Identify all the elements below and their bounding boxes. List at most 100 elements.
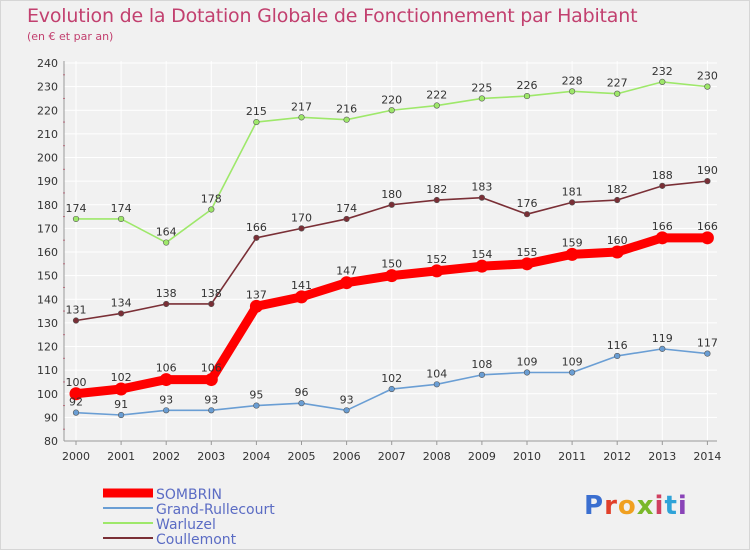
x-tick-label: 2004 xyxy=(242,450,270,463)
chart-title: Evolution de la Dotation Globale de Fonc… xyxy=(27,5,638,27)
legend: SOMBRINGrand-RullecourtWarluzelCoullemon… xyxy=(103,487,275,548)
data-point-coullemont xyxy=(433,196,440,204)
data-point-grand-rullecourt xyxy=(433,381,440,388)
data-point-coullemont xyxy=(568,199,576,206)
x-tick-label: 2003 xyxy=(197,450,225,463)
data-label-warluzel: 227 xyxy=(607,77,628,90)
data-point-warluzel xyxy=(163,239,170,246)
data-label-grand-rullecourt: 93 xyxy=(204,393,218,406)
data-point-warluzel xyxy=(614,90,621,97)
x-tick-label: 2008 xyxy=(423,450,451,463)
data-label-coullemont: 181 xyxy=(562,185,583,198)
data-label-grand-rullecourt: 92 xyxy=(69,396,83,409)
logo-letter: P xyxy=(584,491,605,521)
data-label-grand-rullecourt: 96 xyxy=(295,386,309,399)
data-label-coullemont: 183 xyxy=(471,181,492,194)
data-label-coullemont: 138 xyxy=(156,287,177,300)
data-point-grand-rullecourt xyxy=(659,345,666,352)
data-label-sombrin: 155 xyxy=(517,246,538,259)
y-tick-label: 80 xyxy=(44,435,58,448)
legend-label-sombrin: SOMBRIN xyxy=(156,487,222,503)
x-tick-label: 2013 xyxy=(648,450,676,463)
data-point-grand-rullecourt xyxy=(298,400,305,407)
x-tick-label: 2002 xyxy=(152,450,180,463)
data-point-sombrin xyxy=(385,269,399,283)
data-point-coullemont xyxy=(478,194,486,201)
y-tick-label: 220 xyxy=(37,104,58,117)
data-point-sombrin xyxy=(430,264,444,278)
y-tick-label: 160 xyxy=(37,246,58,259)
x-tick-label: 2000 xyxy=(62,450,90,463)
data-point-grand-rullecourt xyxy=(163,407,170,414)
data-label-sombrin: 137 xyxy=(246,288,267,301)
data-label-coullemont: 182 xyxy=(426,183,447,196)
x-tick-label: 2010 xyxy=(513,450,541,463)
data-point-grand-rullecourt xyxy=(117,411,125,419)
data-label-sombrin: 106 xyxy=(156,362,177,375)
data-label-warluzel: 215 xyxy=(246,105,267,118)
x-tick-label: 2001 xyxy=(107,450,135,463)
data-point-warluzel xyxy=(523,92,531,100)
x-tick-label: 2012 xyxy=(603,450,631,463)
data-label-warluzel: 228 xyxy=(562,74,583,87)
data-label-warluzel: 225 xyxy=(471,81,492,94)
data-label-warluzel: 174 xyxy=(66,202,87,215)
data-point-grand-rullecourt xyxy=(72,409,80,416)
data-label-grand-rullecourt: 95 xyxy=(249,389,263,402)
y-tick-label: 200 xyxy=(37,152,58,165)
data-label-warluzel: 216 xyxy=(336,103,357,116)
data-label-coullemont: 180 xyxy=(381,188,402,201)
data-point-warluzel xyxy=(343,116,350,123)
data-point-sombrin xyxy=(520,257,534,271)
legend-label-grand-rullecourt: Grand-Rullecourt xyxy=(156,502,275,518)
proxiti-logo: Proxiti xyxy=(584,491,688,521)
data-point-warluzel xyxy=(253,118,260,126)
data-point-warluzel xyxy=(208,206,215,213)
y-tick-label: 150 xyxy=(37,270,58,283)
data-point-grand-rullecourt xyxy=(343,407,350,414)
legend-label-coullemont: Coullemont xyxy=(156,532,237,548)
x-tick-label: 2007 xyxy=(378,450,406,463)
data-point-sombrin xyxy=(475,259,489,273)
data-point-sombrin xyxy=(565,247,579,261)
data-point-sombrin xyxy=(159,373,173,387)
data-label-warluzel: 217 xyxy=(291,100,312,113)
data-label-sombrin: 160 xyxy=(607,234,628,247)
data-label-sombrin: 150 xyxy=(381,258,402,271)
x-tick-label: 2006 xyxy=(333,450,361,463)
data-point-warluzel xyxy=(568,88,576,95)
data-point-coullemont xyxy=(72,317,80,324)
data-label-coullemont: 170 xyxy=(291,211,312,224)
data-point-coullemont xyxy=(388,201,395,208)
data-label-layer: 92 91 93 93 95 96 93 102 104 108 109 109 116 119 117 17… xyxy=(66,65,718,411)
data-point-grand-rullecourt xyxy=(523,369,531,376)
data-label-grand-rullecourt: 93 xyxy=(340,393,354,406)
data-label-grand-rullecourt: 93 xyxy=(159,393,173,406)
y-tick-label: 120 xyxy=(37,341,58,354)
data-label-sombrin: 166 xyxy=(652,220,673,233)
data-label-grand-rullecourt: 109 xyxy=(517,355,538,368)
logo-letter: i xyxy=(677,491,688,521)
data-point-coullemont xyxy=(614,196,621,204)
axis-layer: 8090100110120130140150160170180190200210… xyxy=(37,57,721,463)
y-tick-label: 100 xyxy=(37,388,58,401)
data-point-warluzel xyxy=(298,114,305,121)
y-tick-label: 190 xyxy=(37,175,58,188)
data-point-warluzel xyxy=(388,107,395,114)
data-point-coullemont xyxy=(298,225,305,232)
series-layer xyxy=(69,78,714,419)
x-tick-label: 2011 xyxy=(558,450,586,463)
data-point-grand-rullecourt xyxy=(568,369,576,376)
data-label-grand-rullecourt: 91 xyxy=(114,398,128,411)
data-label-warluzel: 226 xyxy=(517,79,538,92)
chart-subtitle: (en € et par an) xyxy=(27,30,114,43)
data-label-sombrin: 106 xyxy=(201,362,222,375)
data-point-sombrin xyxy=(655,231,669,245)
data-point-warluzel xyxy=(478,95,486,102)
data-point-sombrin xyxy=(295,290,308,304)
logo-letter: x xyxy=(636,491,655,521)
data-label-sombrin: 141 xyxy=(291,279,312,292)
y-tick-label: 90 xyxy=(44,411,58,424)
